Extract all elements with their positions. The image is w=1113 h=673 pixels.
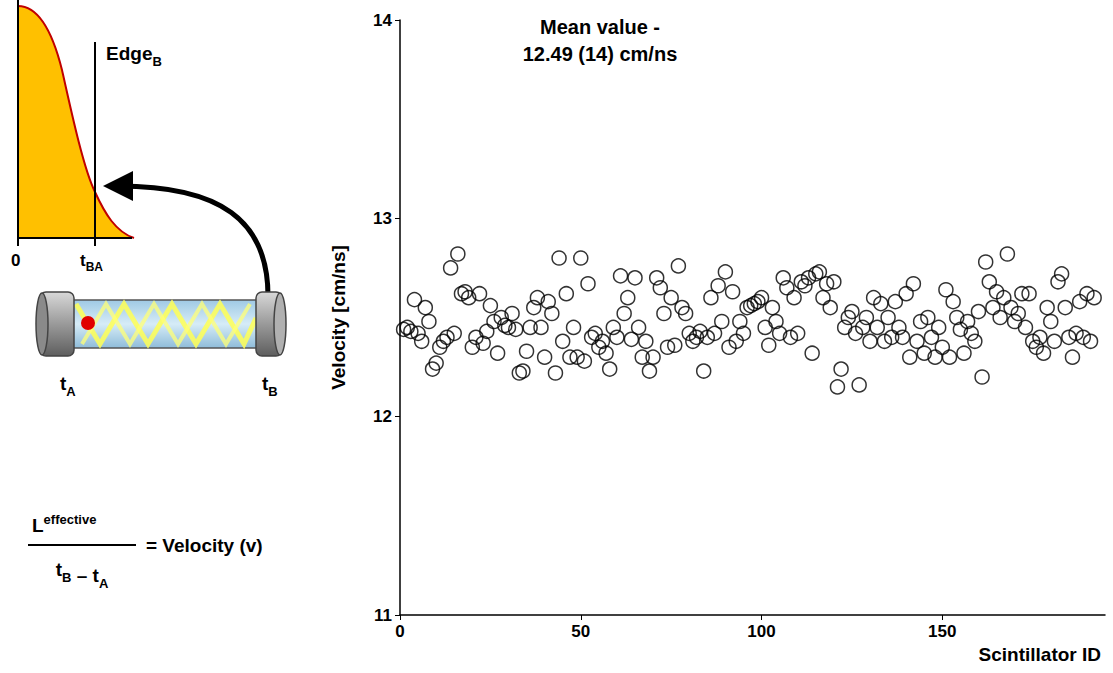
svg-text:tB – tA: tB – tA xyxy=(56,559,109,591)
svg-text:12: 12 xyxy=(373,407,392,426)
svg-text:14: 14 xyxy=(373,11,392,30)
svg-text:tBA: tBA xyxy=(80,251,103,274)
svg-text:Scintillator ID: Scintillator ID xyxy=(979,644,1101,665)
svg-text:0: 0 xyxy=(395,622,404,641)
svg-text:12.49 (14) cm/ns: 12.49 (14) cm/ns xyxy=(523,43,678,65)
svg-text:tB: tB xyxy=(262,373,278,399)
svg-text:= Velocity (v): = Velocity (v) xyxy=(146,535,263,556)
svg-text:tA: tA xyxy=(60,373,76,399)
svg-text:11: 11 xyxy=(374,606,392,625)
svg-text:0: 0 xyxy=(11,251,20,270)
svg-text:150: 150 xyxy=(928,622,956,641)
svg-text:Leffective: Leffective xyxy=(32,512,96,536)
svg-text:Velocity [cm/ns]: Velocity [cm/ns] xyxy=(328,245,349,390)
svg-text:Mean value -: Mean value - xyxy=(540,16,660,38)
svg-text:50: 50 xyxy=(571,622,590,641)
svg-text:13: 13 xyxy=(373,209,392,228)
svg-text:EdgeB: EdgeB xyxy=(106,43,162,69)
svg-text:100: 100 xyxy=(747,622,775,641)
